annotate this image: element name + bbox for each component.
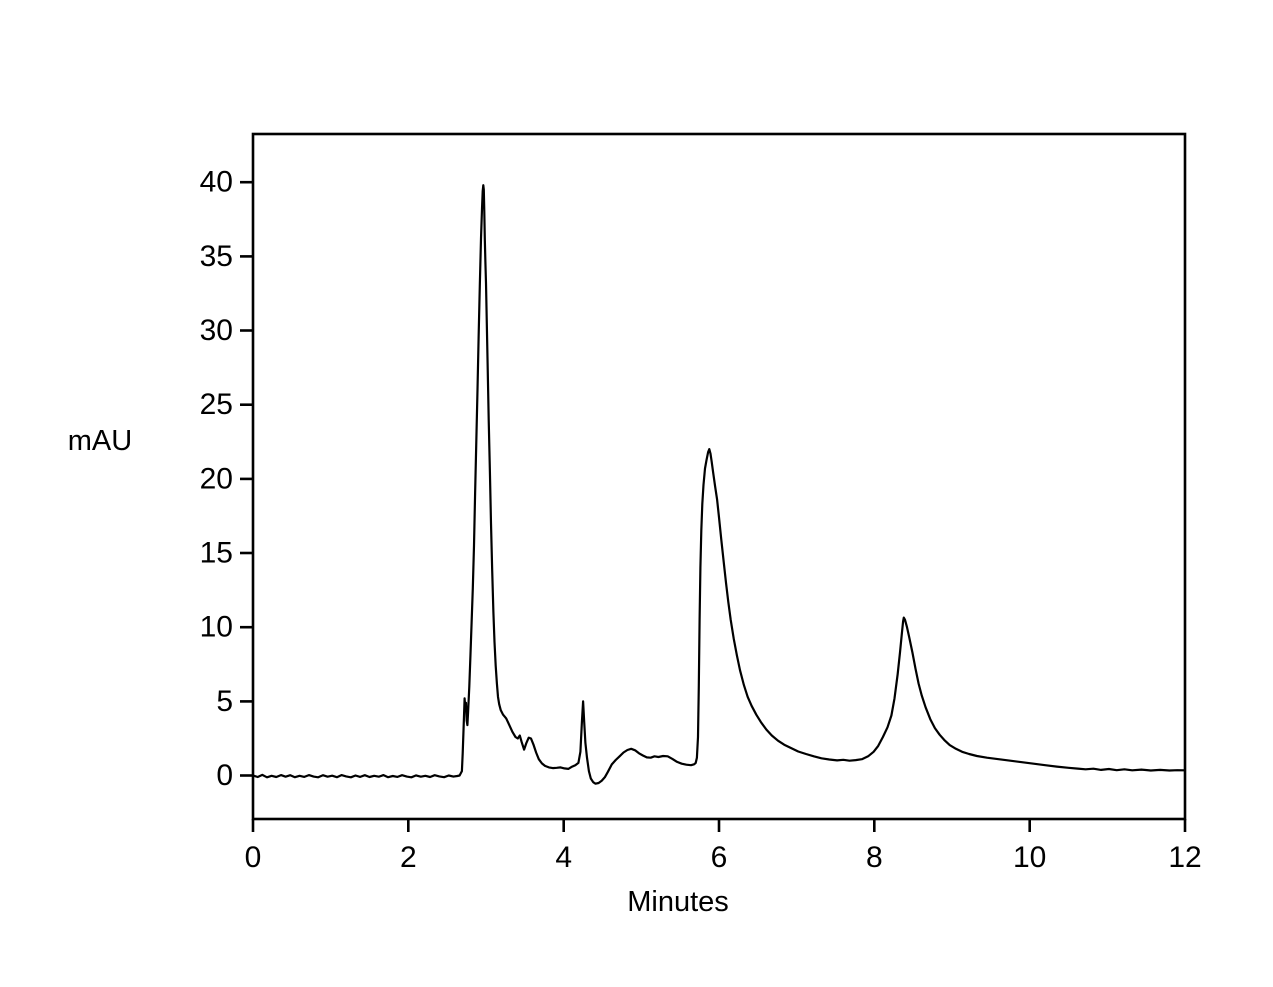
y-axis-ticks: 0 5 10 15 20 25 30 35 40: [200, 166, 253, 792]
y-tick-label: 15: [200, 537, 233, 570]
plot-frame: [251, 132, 1187, 821]
y-tick-label: 25: [200, 388, 233, 421]
x-tick-label: 10: [1013, 841, 1046, 874]
chromatogram-trace: [251, 184, 1187, 785]
y-tick-label: 20: [200, 462, 233, 495]
x-axis-title: Minutes: [627, 886, 729, 918]
x-tick-label: 12: [1168, 841, 1201, 874]
y-tick-label: 30: [200, 314, 233, 347]
y-tick-label: 40: [200, 166, 233, 199]
y-tick-label: 0: [216, 759, 233, 792]
x-tick-label: 8: [866, 841, 883, 874]
y-axis-title: mAU: [68, 425, 132, 457]
x-tick-label: 6: [711, 841, 728, 874]
x-axis-ticks: 0 2 4 6 8 10 12: [245, 819, 1202, 874]
y-tick-label: 10: [200, 611, 233, 644]
x-tick-label: 2: [400, 841, 417, 874]
y-tick-label: 5: [216, 685, 233, 718]
y-tick-label: 35: [200, 240, 233, 273]
x-tick-label: 0: [245, 841, 262, 874]
x-tick-label: 4: [555, 841, 572, 874]
